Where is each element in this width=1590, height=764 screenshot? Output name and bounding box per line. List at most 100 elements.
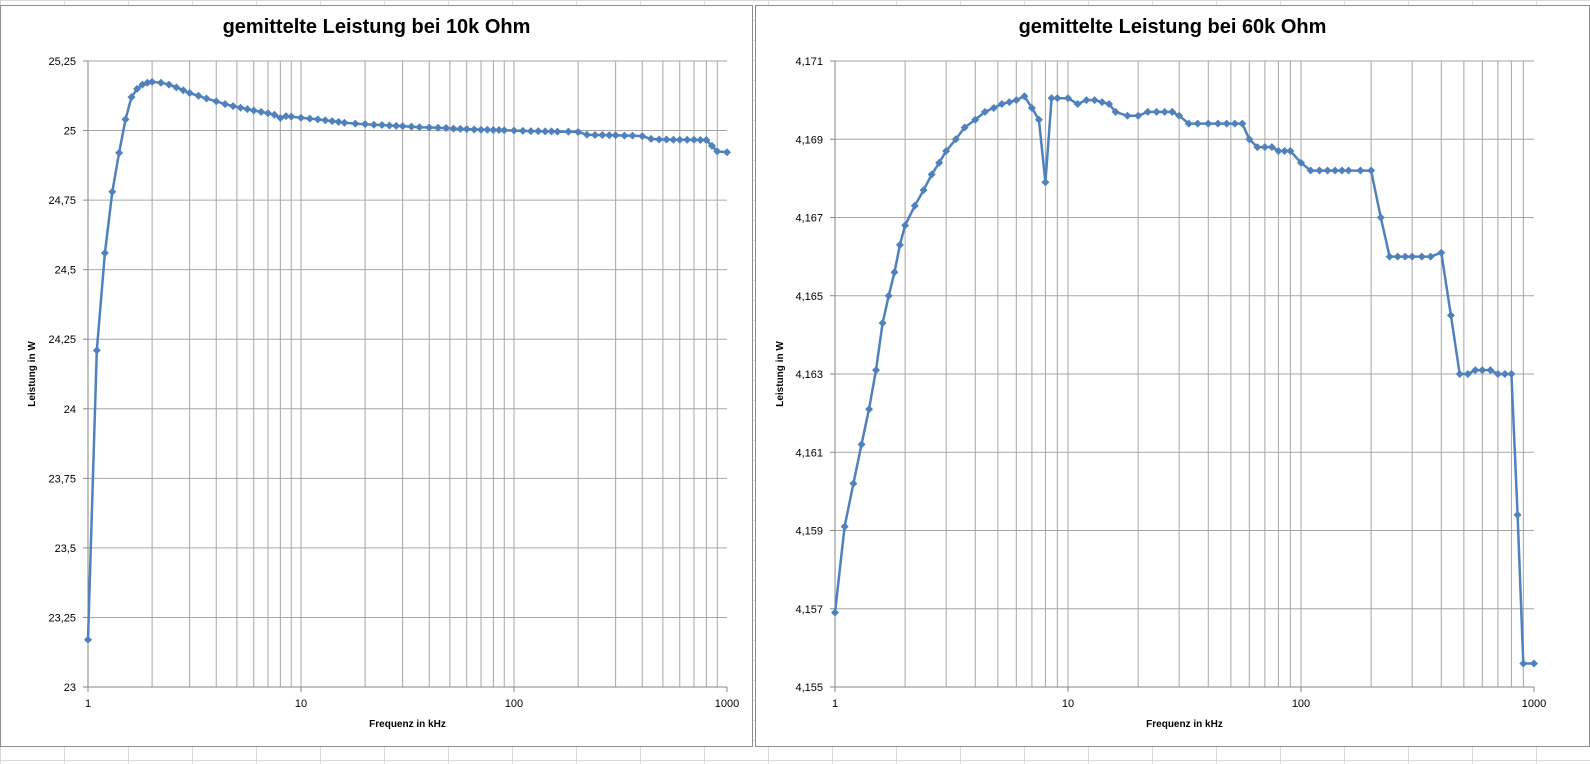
data-point [564, 127, 573, 136]
data-point [1500, 370, 1509, 378]
data-point [723, 148, 731, 157]
data-point [1393, 252, 1402, 261]
data-point [960, 123, 969, 132]
chart-plot-60k: 4,155 4,157 4,159 4,161 4,163 4,165 4,167 4,169… [775, 56, 1546, 730]
data-point [989, 103, 998, 112]
data-point [179, 86, 188, 95]
data-point [1034, 115, 1043, 124]
y-tick-label: 4,163 [795, 369, 823, 381]
data-point [398, 122, 407, 131]
data-point [1286, 146, 1295, 155]
data-point [1338, 166, 1347, 175]
data-point [369, 120, 378, 129]
data-point [951, 135, 960, 144]
data-point [1426, 252, 1435, 261]
data-point [1168, 107, 1177, 116]
x-tick-label: 1000 [715, 698, 739, 710]
data-point [351, 119, 360, 128]
data-point [1143, 107, 1152, 116]
data-point [92, 346, 101, 355]
data-point [249, 106, 258, 115]
data-point [935, 158, 944, 167]
data-point [878, 319, 887, 328]
data-point [243, 105, 252, 114]
data-point [1493, 370, 1502, 378]
data-point [1315, 166, 1324, 175]
x-tick-label: 1 [85, 698, 91, 710]
data-point [849, 479, 858, 488]
data-point [1260, 143, 1269, 152]
data-point [638, 132, 647, 141]
data-point [377, 120, 386, 129]
data-point [202, 94, 211, 103]
data-point [1519, 659, 1528, 668]
data-point [1376, 213, 1385, 222]
data-point [582, 130, 591, 139]
x-tick-label: 100 [1292, 698, 1310, 710]
data-point [392, 121, 401, 130]
data-point [449, 124, 458, 133]
data-point [1098, 98, 1107, 107]
data-point [1267, 143, 1276, 152]
x-tick-label: 10 [1062, 698, 1074, 710]
data-point [127, 93, 136, 102]
y-tick-label: 24,25 [48, 334, 76, 346]
y-axis-label: Leistung in W [775, 341, 786, 407]
chart-60k-ohm: gemittelte Leistung bei 60k Ohm 4,155 4,1… [755, 5, 1590, 747]
series-markers [84, 77, 731, 644]
data-point [133, 84, 142, 93]
data-point [526, 127, 535, 136]
data-point [1446, 311, 1455, 320]
data-point [590, 131, 599, 140]
x-axis-label: Frequenz in kHz [1146, 719, 1223, 730]
data-point [194, 91, 203, 100]
data-point [1408, 252, 1417, 261]
data-point [598, 131, 607, 140]
data-point [620, 131, 629, 140]
data-point [1090, 96, 1099, 105]
data-point [707, 141, 716, 150]
y-tick-label: 4,165 [795, 291, 823, 303]
y-tick-label: 25,25 [48, 56, 76, 68]
data-point [500, 126, 509, 135]
data-point [713, 147, 722, 156]
data-point [305, 114, 314, 123]
data-point [1082, 96, 1091, 105]
series-markers [831, 92, 1538, 668]
data-point [1530, 659, 1538, 668]
data-point [442, 124, 451, 133]
data-point [1027, 103, 1036, 112]
data-point [264, 109, 273, 118]
data-point [890, 268, 899, 277]
data-point [100, 248, 109, 257]
data-point [1012, 96, 1021, 105]
data-point [340, 118, 349, 127]
data-point [655, 135, 664, 144]
data-point [425, 123, 434, 132]
data-point [1073, 100, 1082, 109]
data-point [696, 136, 705, 145]
data-point [148, 77, 157, 86]
chart-title: gemittelte Leistung bei 60k Ohm [1018, 16, 1327, 38]
data-point [574, 127, 583, 136]
data-point [1230, 119, 1239, 128]
data-point [1041, 178, 1050, 187]
data-point [901, 221, 910, 230]
data-point [662, 135, 671, 144]
data-point [1417, 252, 1426, 261]
y-tick-label: 24 [64, 404, 76, 416]
data-point [164, 80, 173, 89]
data-point [857, 440, 866, 449]
data-point [1437, 248, 1446, 257]
data-point [997, 100, 1006, 109]
data-point [919, 186, 928, 195]
data-point [321, 116, 330, 125]
data-point [121, 115, 130, 124]
data-point [1222, 119, 1231, 128]
data-point [910, 201, 919, 210]
data-point [1455, 370, 1464, 378]
data-point [1385, 252, 1394, 261]
data-point [1486, 366, 1495, 375]
y-tick-label: 23,25 [48, 612, 76, 624]
data-point [605, 131, 614, 140]
